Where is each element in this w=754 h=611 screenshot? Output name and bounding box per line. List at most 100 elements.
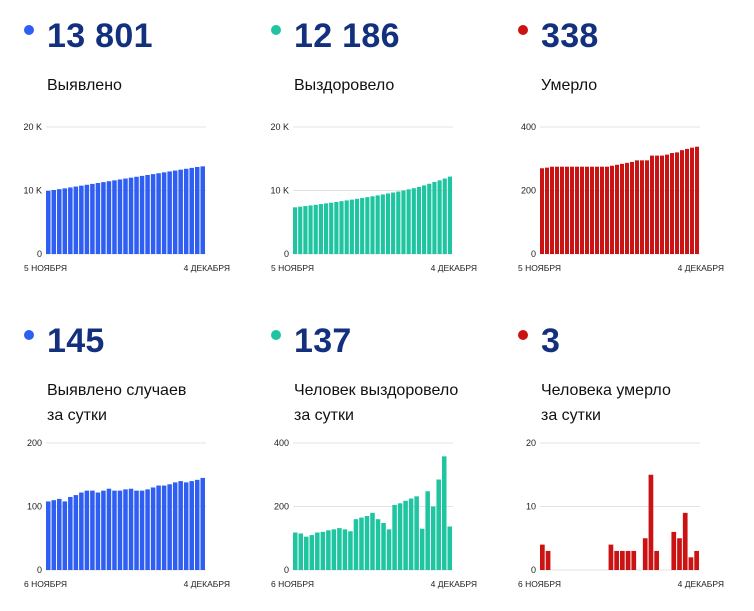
bar <box>95 183 101 254</box>
bar <box>79 185 84 254</box>
recovered-daily-chart: 0 200 400 6 НОЯБРЯ 4 ДЕКАБРЯ <box>271 438 477 589</box>
bar <box>90 490 95 571</box>
bar <box>550 166 554 254</box>
bar <box>349 199 354 254</box>
bar <box>112 490 117 571</box>
bar <box>655 155 659 254</box>
caption-line-2: за сутки <box>541 407 601 424</box>
x-tick-label-end: 4 ДЕКАБРЯ <box>678 579 724 589</box>
detected-daily-dot-icon <box>24 330 34 340</box>
bar <box>392 504 397 570</box>
bar <box>635 160 639 254</box>
y-tick-label: 400 <box>274 438 289 448</box>
bar <box>331 529 337 570</box>
bar <box>57 498 62 570</box>
bar <box>645 160 649 254</box>
x-tick-label-end: 4 ДЕКАБРЯ <box>678 263 724 273</box>
recovered-total-chart: 0 10 K 20 K 5 НОЯБРЯ 4 ДЕКАБРЯ <box>270 122 477 273</box>
bar <box>565 166 569 254</box>
bar <box>585 166 589 254</box>
bar <box>139 175 145 254</box>
bar <box>79 492 84 570</box>
bar <box>685 148 689 254</box>
bar <box>680 150 684 254</box>
x-tick-label-start: 5 НОЯБРЯ <box>24 263 67 273</box>
bar <box>200 477 205 570</box>
bar <box>625 550 631 570</box>
bar <box>430 506 436 570</box>
bar <box>580 166 584 254</box>
y-tick-label: 400 <box>521 122 536 132</box>
bar <box>62 188 68 254</box>
bar <box>156 485 161 570</box>
bar <box>101 490 106 571</box>
bar <box>380 194 385 254</box>
panel-detected-total: 13 801 Выявлено 0 10 K 20 K 5 НОЯБРЯ 4 ДЕКАБ… <box>18 0 263 305</box>
bar <box>670 153 674 254</box>
bar <box>631 550 637 570</box>
bar <box>298 533 304 570</box>
bar <box>334 201 339 254</box>
bar <box>677 538 682 570</box>
bar <box>106 488 112 570</box>
bar <box>625 162 629 254</box>
recovered-daily-dot-icon <box>271 330 281 340</box>
caption-line-1: Выздоровело <box>294 77 395 94</box>
panel-deaths-daily: 3 Человека умерло за сутки 0 10 20 6 НОЯБРЯ 4… <box>512 305 754 610</box>
bar <box>540 168 544 254</box>
y-tick-label: 200 <box>521 186 536 196</box>
bar <box>411 188 416 254</box>
bar <box>128 177 134 254</box>
deaths-total-dot-icon <box>518 25 528 35</box>
x-tick-label-start: 6 НОЯБРЯ <box>24 579 67 589</box>
y-tick-label: 0 <box>284 565 289 575</box>
deaths-total-chart: 0 200 400 5 НОЯБРЯ 4 ДЕКАБРЯ <box>518 122 724 273</box>
bar <box>178 481 183 570</box>
bar <box>620 550 625 570</box>
detected-daily-caption: Выявлено случаев за сутки <box>47 378 186 428</box>
bar <box>386 529 392 570</box>
deaths-total-caption: Умерло <box>541 73 597 98</box>
bar <box>90 183 95 254</box>
bar <box>194 167 200 254</box>
bar <box>320 531 326 570</box>
deaths-daily-dot-icon <box>518 330 528 340</box>
bar <box>381 523 386 570</box>
bar <box>172 170 178 254</box>
bar <box>665 154 669 254</box>
y-tick-label: 20 K <box>23 122 42 132</box>
bar <box>323 203 329 254</box>
caption-line-1: Выявлено случаев <box>47 382 187 399</box>
bar <box>51 500 57 570</box>
bar <box>640 160 644 254</box>
x-tick-label-start: 5 НОЯБРЯ <box>518 263 561 273</box>
y-tick-label: 0 <box>37 249 42 259</box>
x-tick-label-end: 4 ДЕКАБРЯ <box>431 263 477 273</box>
bar <box>189 481 194 570</box>
bar <box>555 166 559 254</box>
bar <box>167 484 172 570</box>
bar <box>156 173 161 254</box>
deaths-daily-value: 3 <box>541 322 561 360</box>
bar <box>73 186 79 254</box>
bar <box>385 193 391 254</box>
y-tick-label: 20 <box>526 438 536 448</box>
x-tick-label-end: 4 ДЕКАБРЯ <box>184 579 230 589</box>
x-tick-label-end: 4 ДЕКАБРЯ <box>184 263 230 273</box>
detected-daily-chart: 0 100 200 6 НОЯБРЯ 4 ДЕКАБРЯ <box>24 438 230 589</box>
bar <box>304 536 309 570</box>
y-tick-label: 0 <box>284 249 289 259</box>
bar <box>370 196 375 254</box>
bar <box>339 201 344 254</box>
detected-total-caption: Выявлено <box>47 73 122 98</box>
bar <box>123 178 128 254</box>
bar <box>183 168 189 254</box>
bar <box>364 516 370 570</box>
bar <box>101 182 106 254</box>
bar <box>128 488 134 570</box>
panel-recovered-daily: 137 Человек выздоровело за сутки 0 200 400 6… <box>265 305 510 610</box>
bar <box>406 189 411 254</box>
bar <box>427 183 432 254</box>
bar <box>408 498 414 570</box>
bar <box>614 550 619 570</box>
